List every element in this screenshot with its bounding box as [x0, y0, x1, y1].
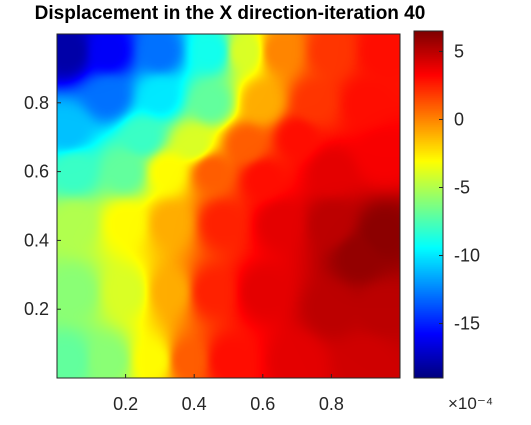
heatmap-field [57, 34, 400, 378]
x-tick-label: 0.2 [113, 394, 138, 414]
x-tick-label: 0.8 [319, 394, 344, 414]
x-tick-label: 0.6 [250, 394, 275, 414]
chart-title: Displacement in the X direction-iteratio… [34, 3, 426, 24]
y-tick-label: 0.8 [24, 93, 49, 113]
x-axis: 0.2 0.4 0.6 0.8 [113, 374, 344, 414]
x-tick-label: 0.4 [182, 394, 207, 414]
colorbar-gradient [414, 31, 443, 378]
plot-frame [56, 33, 401, 379]
colorbar-tick-label: -10 [454, 246, 480, 266]
y-tick-label: 0.6 [24, 162, 49, 182]
colorbar-scale-label: ×10⁻⁴ [448, 394, 493, 413]
y-axis: 0.2 0.4 0.6 0.8 [24, 93, 61, 319]
colorbar-frame [413, 30, 444, 379]
colorbar-axis: 5 0 -5 -10 -15 [439, 41, 480, 334]
colorbar-tick-label: 0 [454, 109, 464, 129]
y-tick-label: 0.2 [24, 299, 49, 319]
colorbar-tick-label: -15 [454, 314, 480, 334]
colorbar-tick-label: 5 [454, 41, 464, 61]
y-tick-label: 0.4 [24, 230, 49, 250]
colorbar-tick-label: -5 [454, 177, 470, 197]
